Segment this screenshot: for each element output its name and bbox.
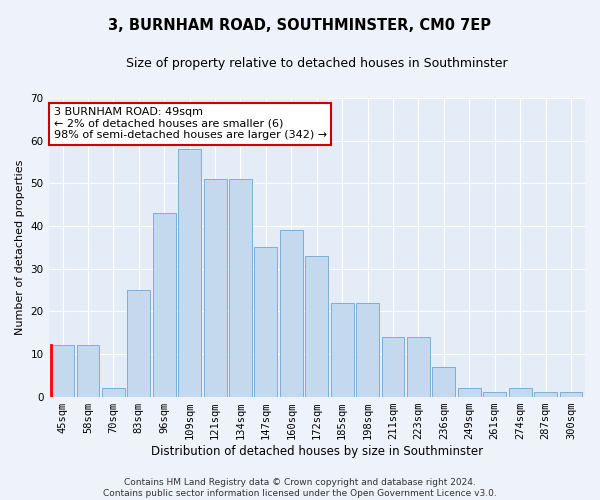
Bar: [331, 303, 353, 396]
Text: 3 BURNHAM ROAD: 49sqm
← 2% of detached houses are smaller (6)
98% of semi-detach: 3 BURNHAM ROAD: 49sqm ← 2% of detached h…: [54, 107, 327, 140]
X-axis label: Distribution of detached houses by size in Southminster: Distribution of detached houses by size …: [151, 444, 483, 458]
Bar: [534, 392, 557, 396]
Bar: [102, 388, 125, 396]
Bar: [127, 290, 150, 397]
Bar: [484, 392, 506, 396]
Bar: [178, 149, 201, 396]
Text: Contains HM Land Registry data © Crown copyright and database right 2024.
Contai: Contains HM Land Registry data © Crown c…: [103, 478, 497, 498]
Bar: [153, 213, 176, 396]
Bar: [203, 179, 227, 396]
Bar: [509, 388, 532, 396]
Text: 3, BURNHAM ROAD, SOUTHMINSTER, CM0 7EP: 3, BURNHAM ROAD, SOUTHMINSTER, CM0 7EP: [109, 18, 491, 32]
Title: Size of property relative to detached houses in Southminster: Size of property relative to detached ho…: [126, 58, 508, 70]
Bar: [407, 337, 430, 396]
Bar: [433, 366, 455, 396]
Bar: [356, 303, 379, 396]
Bar: [254, 248, 277, 396]
Bar: [280, 230, 303, 396]
Bar: [229, 179, 252, 396]
Bar: [382, 337, 404, 396]
Bar: [560, 392, 583, 396]
Bar: [305, 256, 328, 396]
Bar: [77, 346, 100, 397]
Bar: [51, 346, 74, 397]
Bar: [458, 388, 481, 396]
Y-axis label: Number of detached properties: Number of detached properties: [15, 160, 25, 335]
